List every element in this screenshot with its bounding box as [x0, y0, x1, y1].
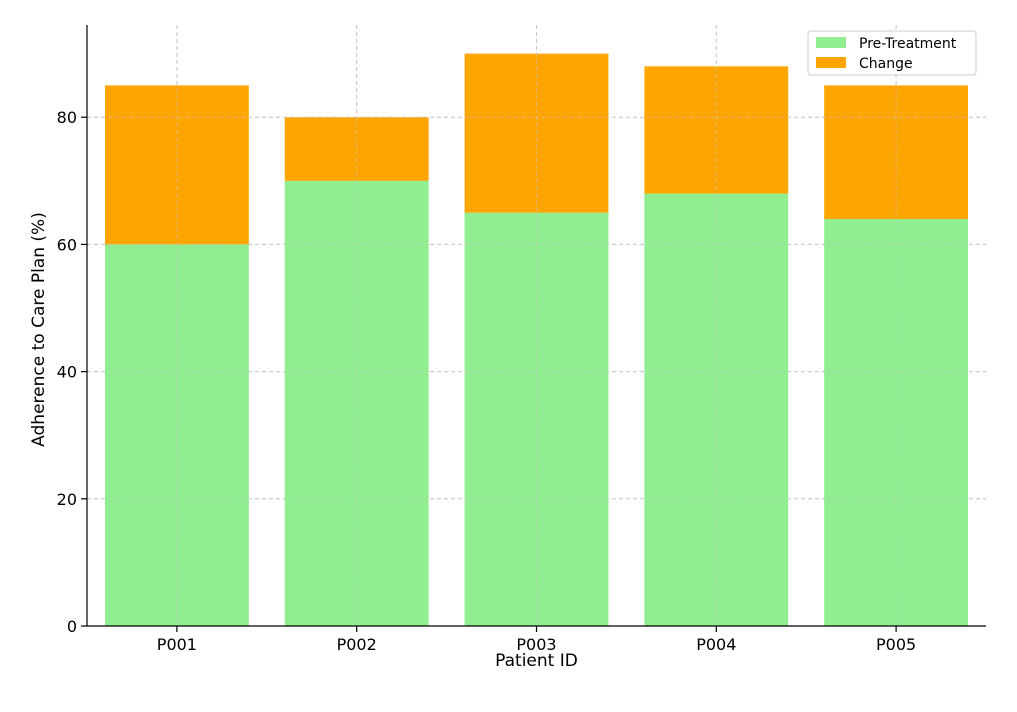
y-tick-label: 40 — [57, 363, 77, 382]
legend-label-change: Change — [859, 56, 913, 72]
y-tick-label: 60 — [57, 235, 77, 254]
y-tick-label: 0 — [67, 617, 77, 636]
x-tick-label: P002 — [337, 635, 377, 654]
bar-change-p002 — [284, 117, 429, 181]
legend: Pre-Treatment Change — [807, 30, 977, 76]
y-tick-label: 80 — [57, 108, 77, 127]
x-axis-title: Patient ID — [495, 651, 578, 671]
x-tick-label: P003 — [516, 635, 556, 654]
bars — [87, 25, 986, 626]
ticks: 0 20 40 60 80 P001 P002 P003 P004 P005 — [57, 108, 917, 654]
legend-swatch-pre-treatment — [816, 37, 846, 48]
x-tick-label: P004 — [696, 635, 736, 654]
y-axis-title: Adherence to Care Plan (%) — [29, 212, 49, 447]
x-tick-label: P005 — [876, 635, 916, 654]
x-tick-label: P001 — [157, 635, 197, 654]
y-tick-label: 20 — [57, 490, 77, 509]
legend-label-pre-treatment: Pre-Treatment — [859, 36, 957, 52]
legend-swatch-change — [816, 57, 846, 68]
legend-box — [807, 30, 977, 76]
